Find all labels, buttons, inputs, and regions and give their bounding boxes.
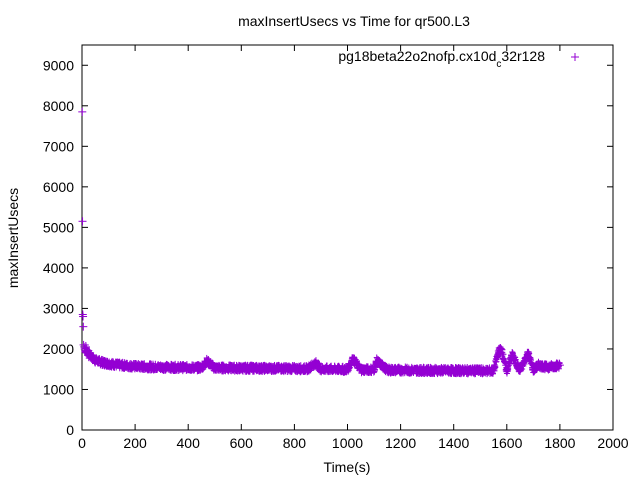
data-point-band [81, 341, 563, 378]
x-tick-label: 1200 [385, 435, 416, 451]
y-axis-label: maxInsertUsecs [5, 188, 21, 288]
y-tick-label: 8000 [43, 98, 74, 114]
data-point [78, 217, 87, 226]
y-tick-label: 2000 [43, 341, 74, 357]
axes: 0 200 400 600 800 1000 1200 1400 1600 1800 2000 0 10… [43, 45, 629, 451]
y-tick-label: 7000 [43, 138, 74, 154]
x-tick-label: 200 [123, 435, 147, 451]
x-tick-label: 400 [177, 435, 201, 451]
y-tick-label: 3000 [43, 300, 74, 316]
x-tick-label: 1400 [438, 435, 469, 451]
data-point [79, 312, 88, 321]
y-tick-label: 6000 [43, 179, 74, 195]
data-points [78, 107, 564, 378]
y-tick-label: 0 [66, 422, 74, 438]
x-tick-label: 1600 [491, 435, 522, 451]
x-tick-label: 1000 [332, 435, 363, 451]
y-tick-label: 5000 [43, 219, 74, 235]
x-tick-label: 800 [283, 435, 307, 451]
data-point [78, 107, 87, 116]
y-tick-label: 1000 [43, 381, 74, 397]
y-tick-label: 9000 [43, 57, 74, 73]
x-tick-label: 600 [230, 435, 254, 451]
x-tick-label: 0 [78, 435, 86, 451]
x-tick-label: 1800 [544, 435, 575, 451]
x-axis-label: Time(s) [324, 459, 371, 475]
y-tick-label: 4000 [43, 260, 74, 276]
chart-title: maxInsertUsecs vs Time for qr500.L3 [238, 13, 470, 29]
data-point [82, 344, 89, 351]
data-point [79, 322, 88, 331]
data-point [345, 368, 352, 375]
x-tick-label: 2000 [597, 435, 628, 451]
